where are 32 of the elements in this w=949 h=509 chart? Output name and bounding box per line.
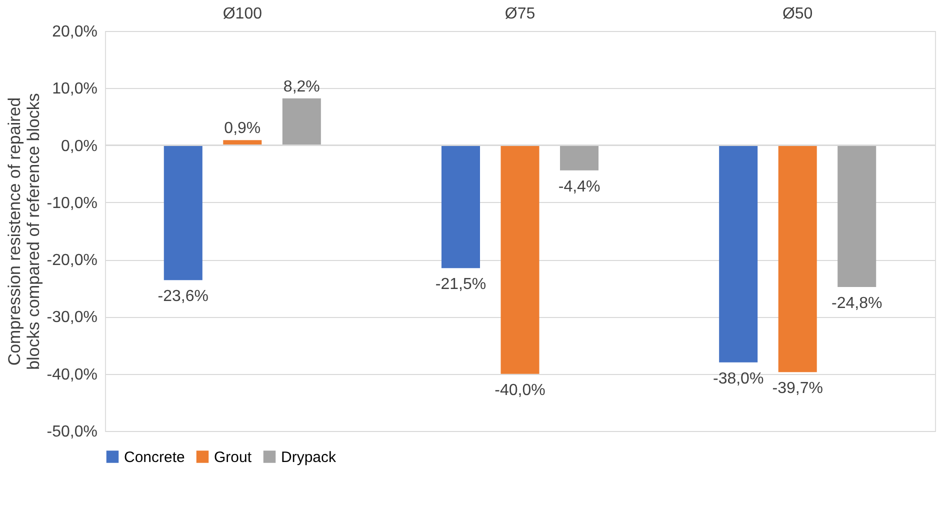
bar <box>164 145 202 280</box>
x-tick-label: Ø50 <box>782 6 813 22</box>
x-tick-label: Ø75 <box>504 6 536 22</box>
legend-label: Grout <box>214 448 252 466</box>
legend-label: Concrete <box>124 448 185 466</box>
data-label: -40,0% <box>494 382 546 399</box>
data-label: 0,9% <box>224 120 261 138</box>
y-tick-label: -10,0% <box>46 194 98 212</box>
data-label: 8,2% <box>283 78 320 96</box>
data-label: -4,4% <box>558 178 600 196</box>
bar <box>282 98 321 146</box>
x-tick-label: Ø100 <box>222 6 262 22</box>
bar <box>560 145 599 170</box>
bar <box>838 145 876 287</box>
y-axis-title: Compression resistence of repaired blocks compared of reference blocks <box>4 93 43 370</box>
y-tick-label: -30,0% <box>46 309 98 326</box>
bar <box>778 145 817 372</box>
bar <box>500 145 540 374</box>
data-label: -21,5% <box>435 276 486 294</box>
bar <box>719 145 758 362</box>
data-label: -39,7% <box>772 380 823 398</box>
y-tick-label: -50,0% <box>46 424 98 440</box>
data-label: -23,6% <box>158 288 208 306</box>
y-tick-label: 0,0% <box>61 138 98 155</box>
legend-label: Drypack <box>281 448 337 466</box>
data-label: -38,0% <box>712 370 764 388</box>
y-tick-label: -40,0% <box>46 366 98 384</box>
y-tick-label: 10,0% <box>52 80 98 98</box>
bar <box>441 145 480 268</box>
data-label: -24,8% <box>832 295 882 312</box>
y-tick-label: 20,0% <box>52 24 98 40</box>
y-tick-label: -20,0% <box>46 252 98 270</box>
